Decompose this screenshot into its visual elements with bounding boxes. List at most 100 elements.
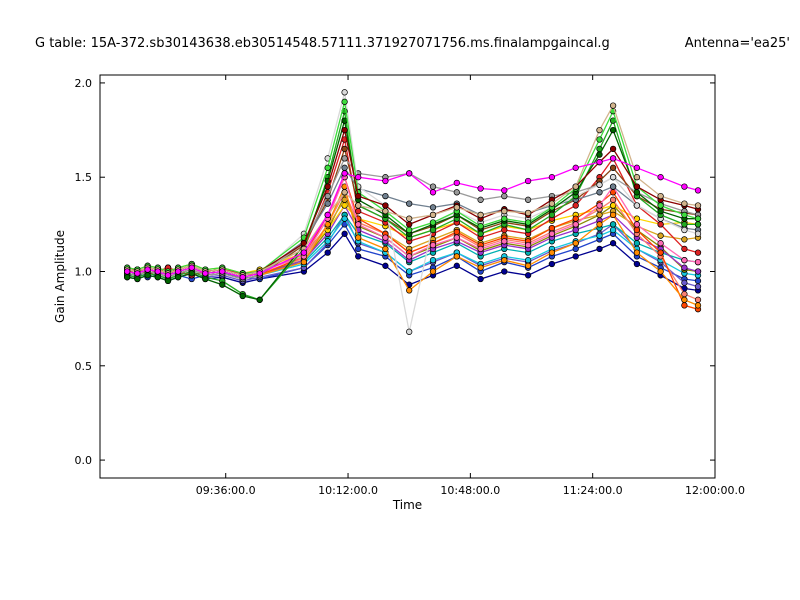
data-point-marker <box>572 221 579 228</box>
data-point-marker <box>453 228 460 236</box>
data-point-marker <box>609 145 617 153</box>
data-point-marker <box>694 268 702 275</box>
data-point-marker <box>154 268 161 275</box>
data-point-marker <box>324 183 331 190</box>
data-point-marker <box>694 187 702 194</box>
data-point-marker <box>657 268 664 275</box>
data-point-marker <box>548 174 556 181</box>
data-point-marker <box>134 270 141 277</box>
data-point-marker <box>524 177 532 185</box>
data-point-marker <box>609 174 617 181</box>
data-point-marker <box>694 302 702 309</box>
data-point-marker <box>429 241 437 249</box>
data-point-marker <box>429 268 437 275</box>
data-point-marker <box>406 226 413 234</box>
data-point-marker <box>341 145 348 153</box>
data-point-marker <box>341 126 348 134</box>
data-point-marker <box>694 215 702 222</box>
data-point-marker <box>188 270 195 277</box>
data-point-marker <box>406 287 413 294</box>
data-point-marker <box>382 177 389 185</box>
data-point-marker <box>355 234 362 241</box>
data-point-marker <box>453 179 460 187</box>
data-point-marker <box>524 226 532 234</box>
data-point-marker <box>572 226 579 234</box>
data-point-marker <box>355 202 362 209</box>
data-point-marker <box>382 234 389 241</box>
data-point-marker <box>609 240 617 247</box>
x-tick-label: 10:12:00.0 <box>318 484 378 497</box>
data-point-marker <box>477 275 484 283</box>
y-tick-label: 1.0 <box>75 266 93 279</box>
data-point-marker <box>657 192 664 200</box>
data-point-marker <box>324 249 331 256</box>
data-point-marker <box>633 164 641 171</box>
data-point-marker <box>341 215 348 222</box>
data-point-marker <box>429 211 437 219</box>
data-point-marker <box>501 268 508 275</box>
data-point-marker <box>548 260 556 268</box>
data-point-marker <box>341 170 348 177</box>
data-point-marker <box>382 202 389 209</box>
data-point-marker <box>694 258 702 266</box>
data-point-marker <box>596 136 603 143</box>
data-point-marker <box>355 245 362 253</box>
data-point-marker <box>406 215 413 222</box>
data-point-marker <box>596 245 603 253</box>
data-point-marker <box>694 277 702 285</box>
data-point-marker <box>355 221 362 228</box>
data-point-marker <box>681 236 688 243</box>
data-point-marker <box>633 189 641 196</box>
data-point-marker <box>524 209 532 217</box>
data-point-marker <box>609 155 617 162</box>
data-point-marker <box>355 192 362 200</box>
data-point-marker <box>681 264 688 271</box>
data-point-marker <box>501 215 508 222</box>
data-point-marker <box>324 192 331 200</box>
data-point-marker <box>657 240 664 247</box>
data-point-marker <box>609 196 617 203</box>
data-point-marker <box>657 174 664 181</box>
data-point-marker <box>681 302 688 309</box>
data-point-marker <box>477 245 484 253</box>
data-point-marker <box>548 200 556 207</box>
data-point-marker <box>609 102 617 109</box>
data-point-marker <box>609 226 617 234</box>
data-point-marker <box>239 274 246 281</box>
data-point-marker <box>453 253 460 260</box>
data-point-marker <box>453 234 460 241</box>
data-point-marker <box>382 192 389 200</box>
data-point-marker <box>134 275 141 283</box>
data-point-marker <box>572 202 579 209</box>
data-point-marker <box>694 230 702 237</box>
data-point-marker <box>572 240 579 247</box>
data-point-marker <box>239 292 246 300</box>
data-point-marker <box>681 296 688 303</box>
data-point-marker <box>633 221 641 228</box>
data-point-marker <box>154 274 161 281</box>
data-point-marker <box>633 202 641 209</box>
data-point-marker <box>477 196 484 203</box>
data-point-marker <box>633 260 641 268</box>
data-point-marker <box>681 279 688 286</box>
data-point-marker <box>694 296 702 303</box>
plot-title: G table: 15A-372.sb30143638.eb30514548.5… <box>35 36 610 51</box>
data-point-marker <box>524 272 532 279</box>
data-point-marker <box>548 211 556 219</box>
data-point-marker <box>548 249 556 256</box>
axes-box <box>99 74 716 479</box>
data-point-marker <box>324 200 331 207</box>
data-point-marker <box>596 126 603 134</box>
data-point-marker <box>657 232 664 239</box>
data-point-marker <box>256 296 263 303</box>
data-point-marker <box>501 208 508 215</box>
data-point-marker <box>501 187 508 194</box>
data-point-marker <box>341 189 348 196</box>
data-point-marker <box>477 211 484 219</box>
data-point-marker <box>572 215 579 222</box>
data-point-marker <box>633 174 641 181</box>
data-point-marker <box>596 202 603 209</box>
data-point-marker <box>202 270 209 277</box>
data-point-marker <box>477 223 484 230</box>
